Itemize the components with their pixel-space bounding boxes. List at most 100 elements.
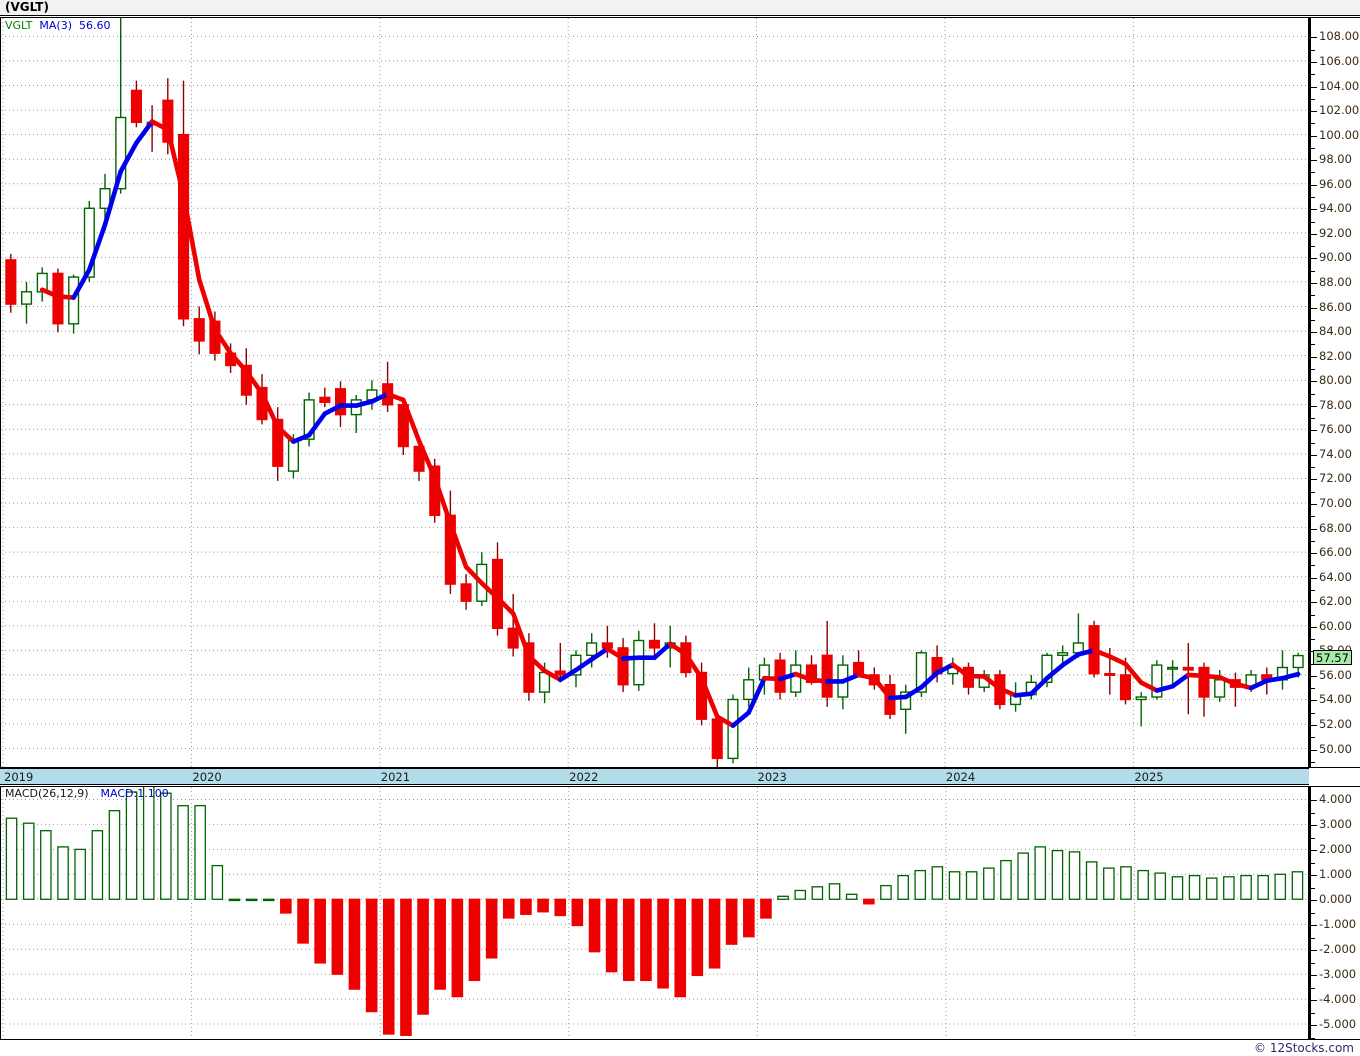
price-tick-mark-minor — [1311, 172, 1315, 174]
price-plot-svg — [1, 18, 1308, 767]
price-tick-mark-minor — [1311, 516, 1315, 518]
price-tick-mark — [1311, 282, 1317, 284]
price-tick-label: 70.00 — [1319, 496, 1352, 510]
price-date-label: 2021 — [380, 770, 411, 784]
copyright-text: © 12Stocks.com — [1254, 1041, 1354, 1055]
macd-tick-mark — [1311, 875, 1317, 877]
price-tick-label: 88.00 — [1319, 274, 1352, 289]
price-date-label: 2020 — [192, 770, 222, 784]
price-tick-label: 72.00 — [1319, 471, 1352, 486]
price-tick-mark-minor — [1311, 270, 1315, 272]
price-tick-label: 108.00 — [1319, 29, 1360, 44]
price-tick-mark-minor — [1311, 688, 1315, 690]
macd-tick-mark-minor — [1311, 937, 1315, 939]
macd-axis-spine — [1309, 787, 1311, 1039]
price-tick-mark — [1311, 356, 1317, 358]
price-tick-mark — [1311, 160, 1317, 162]
macd-tick-mark-minor — [1311, 912, 1315, 914]
price-tick-mark-minor — [1311, 393, 1315, 395]
price-tick-mark — [1311, 577, 1317, 579]
price-tick-label: 60.00 — [1319, 618, 1352, 633]
macd-tick-mark — [1311, 1025, 1317, 1027]
price-tick-mark-minor — [1311, 319, 1315, 321]
price-tick-label: 82.00 — [1319, 348, 1352, 363]
price-tick-label: 64.00 — [1319, 569, 1352, 584]
price-tick-label: 56.00 — [1319, 667, 1352, 682]
macd-tick-label: -5.000 — [1319, 1017, 1357, 1032]
macd-legend: MACD(26,12,9) MACD:1.100 — [5, 788, 169, 800]
macd-tick-mark — [1311, 850, 1317, 852]
macd-tick-mark-minor — [1311, 812, 1315, 814]
macd-y-axis: 4.000 3.000 2.000 1.000 0.000 -1.000 -2.000 -3.… — [1309, 786, 1360, 1040]
price-tick-label: 96.00 — [1319, 176, 1352, 191]
price-tick-mark-minor — [1311, 737, 1315, 739]
macd-tick-label: -1.000 — [1319, 917, 1357, 932]
price-tick-label: 50.00 — [1319, 741, 1352, 756]
price-tick-mark — [1311, 504, 1317, 505]
price-tick-label: 104.00 — [1319, 78, 1360, 93]
price-tick-label: 84.00 — [1319, 324, 1352, 339]
price-date-label: 2023 — [757, 770, 787, 784]
price-tick-mark-minor — [1311, 418, 1315, 420]
macd-tick-mark — [1311, 900, 1317, 902]
price-tick-mark — [1311, 184, 1317, 186]
price-tick-mark-minor — [1311, 49, 1315, 51]
price-tick-mark — [1311, 479, 1317, 481]
macd-tick-mark-minor — [1311, 962, 1315, 964]
price-tick-mark — [1311, 725, 1317, 727]
price-tick-mark — [1311, 307, 1317, 309]
macd-plot-svg — [1, 787, 1308, 1039]
price-tick-mark-minor — [1311, 540, 1315, 542]
price-tick-mark — [1311, 430, 1317, 432]
price-date-label: 2022 — [569, 770, 599, 784]
price-tick-mark-minor — [1311, 442, 1315, 444]
price-tick-mark — [1311, 381, 1317, 383]
legend-symbol: VGLT — [5, 19, 33, 32]
price-axis-spine — [1309, 18, 1311, 767]
price-tick-mark — [1311, 233, 1317, 235]
price-tick-mark-minor — [1311, 614, 1315, 616]
price-date-label: 2024 — [945, 770, 976, 784]
macd-tick-label: 1.000 — [1319, 867, 1352, 882]
price-tick-label: 66.00 — [1319, 545, 1352, 560]
macd-tick-mark-minor — [1311, 837, 1315, 839]
macd-chart-panel[interactable]: MACD(26,12,9) MACD:1.100 — [0, 786, 1309, 1040]
price-y-axis: 108.00 106.00 104.00 102.00 100.00 98.00 96.00… — [1309, 17, 1360, 768]
price-tick-label: 94.00 — [1319, 201, 1352, 216]
price-tick-label: 68.00 — [1319, 520, 1352, 535]
page-title: (VGLT) — [5, 0, 49, 14]
price-tick-mark — [1311, 602, 1317, 604]
footer: © 12Stocks.com — [0, 1040, 1360, 1056]
macd-tick-label: 0.000 — [1319, 892, 1352, 907]
price-tick-mark — [1311, 37, 1317, 39]
price-tick-label: 54.00 — [1319, 692, 1352, 707]
macd-tick-mark — [1311, 925, 1317, 927]
price-tick-label: 102.00 — [1319, 103, 1360, 118]
price-tick-label: 106.00 — [1319, 53, 1360, 68]
price-tick-mark-minor — [1311, 491, 1315, 493]
price-tick-mark-minor — [1311, 98, 1315, 100]
current-price-badge: 57.57 — [1313, 649, 1352, 665]
price-tick-mark — [1311, 135, 1317, 137]
macd-tick-mark-minor — [1311, 1037, 1315, 1039]
macd-tick-label: -4.000 — [1319, 992, 1357, 1007]
price-tick-mark-minor — [1311, 639, 1315, 641]
price-tick-mark — [1311, 626, 1317, 628]
price-tick-label: 100.00 — [1319, 127, 1360, 142]
legend-indicator: MA(3) — [39, 19, 72, 32]
price-tick-mark-minor — [1311, 344, 1315, 346]
price-tick-mark-minor — [1311, 368, 1315, 370]
price-date-label: 2019 — [4, 770, 34, 784]
price-tick-label: 76.00 — [1319, 422, 1352, 437]
price-tick-label: 80.00 — [1319, 373, 1352, 388]
macd-tick-mark — [1311, 950, 1317, 952]
macd-legend-value: MACD:1.100 — [100, 787, 169, 800]
price-tick-mark-minor — [1311, 712, 1315, 714]
price-tick-mark-minor — [1311, 147, 1315, 149]
macd-tick-label: -2.000 — [1319, 942, 1357, 957]
price-tick-mark — [1311, 749, 1317, 751]
macd-tick-mark — [1311, 1000, 1317, 1002]
price-date-label: 2025 — [1134, 770, 1164, 784]
price-chart-panel[interactable]: VGLT MA(3) 56.60 — [0, 17, 1309, 768]
